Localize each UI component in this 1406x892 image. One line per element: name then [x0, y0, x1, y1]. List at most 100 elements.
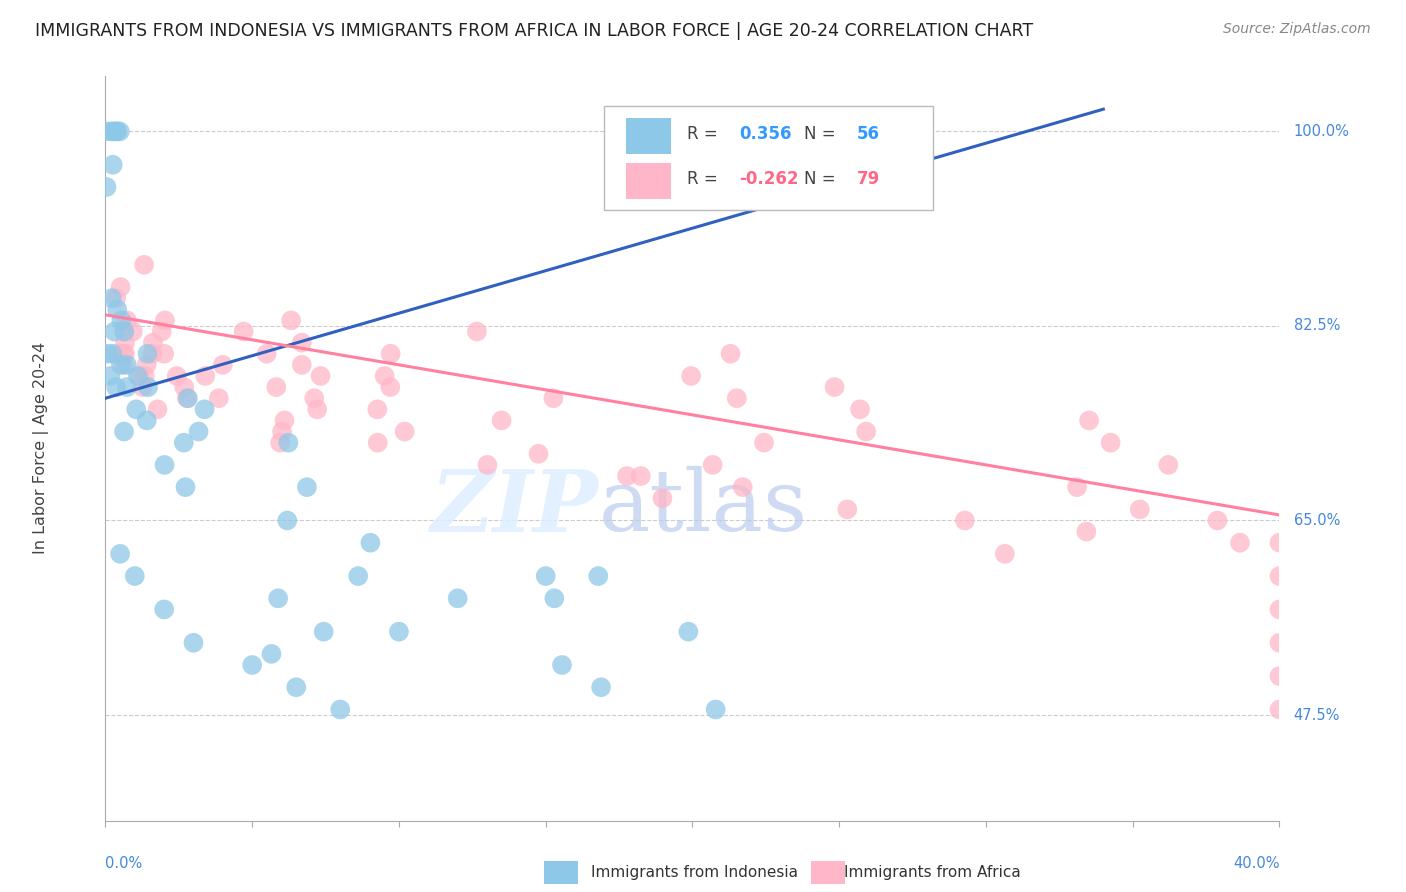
- Point: [1099, 435, 1122, 450]
- Point: [591, 680, 613, 694]
- Text: In Labor Force | Age 20-24: In Labor Force | Age 20-24: [32, 343, 49, 554]
- Text: 56: 56: [856, 126, 880, 144]
- Point: [374, 368, 396, 383]
- Point: [114, 347, 136, 361]
- Point: [208, 391, 231, 405]
- Text: R =: R =: [686, 126, 717, 144]
- Point: [543, 591, 565, 606]
- Text: IMMIGRANTS FROM INDONESIA VS IMMIGRANTS FROM AFRICA IN LABOR FORCE | AGE 20-24 C: IMMIGRANTS FROM INDONESIA VS IMMIGRANTS …: [35, 22, 1033, 40]
- Point: [173, 380, 195, 394]
- Point: [194, 368, 217, 383]
- Point: [276, 514, 298, 528]
- Point: [112, 325, 135, 339]
- Point: [1066, 480, 1088, 494]
- FancyBboxPatch shape: [626, 162, 671, 199]
- Point: [100, 368, 122, 383]
- Point: [1157, 458, 1180, 472]
- Point: [651, 491, 673, 506]
- Point: [285, 680, 308, 694]
- Point: [134, 368, 156, 383]
- Point: [101, 158, 124, 172]
- Point: [681, 368, 703, 383]
- Point: [491, 413, 513, 427]
- Point: [1076, 524, 1098, 539]
- Point: [1268, 669, 1291, 683]
- FancyBboxPatch shape: [605, 105, 934, 210]
- Point: [678, 624, 700, 639]
- Point: [141, 347, 163, 361]
- Point: [752, 435, 775, 450]
- Point: [114, 335, 136, 350]
- Point: [177, 391, 200, 405]
- Point: [267, 591, 290, 606]
- Text: 79: 79: [856, 170, 880, 188]
- Point: [616, 469, 638, 483]
- Point: [1268, 569, 1291, 583]
- Point: [112, 347, 135, 361]
- Point: [105, 291, 128, 305]
- Point: [849, 402, 872, 417]
- Point: [240, 658, 263, 673]
- Point: [307, 402, 329, 417]
- Text: 0.356: 0.356: [740, 126, 792, 144]
- Point: [273, 413, 295, 427]
- Text: N =: N =: [804, 126, 835, 144]
- Point: [122, 325, 145, 339]
- Point: [134, 258, 156, 272]
- Point: [105, 124, 128, 138]
- Point: [142, 335, 165, 350]
- Point: [115, 358, 138, 372]
- Point: [366, 402, 388, 417]
- Point: [105, 380, 128, 394]
- Text: 0.0%: 0.0%: [105, 856, 142, 871]
- Point: [153, 602, 176, 616]
- Point: [388, 624, 411, 639]
- Point: [543, 391, 565, 405]
- Point: [136, 380, 159, 394]
- Point: [173, 435, 195, 450]
- Text: 47.5%: 47.5%: [1294, 707, 1340, 723]
- Point: [108, 124, 131, 138]
- Point: [704, 702, 727, 716]
- Point: [269, 435, 291, 450]
- Point: [153, 347, 176, 361]
- Point: [380, 380, 402, 394]
- Point: [824, 380, 846, 394]
- Point: [103, 325, 125, 339]
- Point: [1129, 502, 1152, 516]
- Point: [110, 313, 132, 327]
- Point: [277, 435, 299, 450]
- Point: [107, 347, 129, 361]
- Point: [291, 335, 314, 350]
- Text: Source: ZipAtlas.com: Source: ZipAtlas.com: [1223, 22, 1371, 37]
- Point: [1078, 413, 1101, 427]
- Text: 100.0%: 100.0%: [1294, 124, 1350, 139]
- Point: [150, 325, 173, 339]
- Point: [527, 447, 550, 461]
- Point: [1268, 535, 1291, 549]
- Point: [953, 514, 976, 528]
- Text: 40.0%: 40.0%: [1233, 856, 1279, 871]
- Point: [394, 425, 416, 439]
- Point: [534, 569, 557, 583]
- Point: [187, 425, 209, 439]
- Point: [367, 435, 389, 450]
- Point: [110, 358, 132, 372]
- Point: [347, 569, 370, 583]
- Point: [477, 458, 499, 472]
- Point: [994, 547, 1017, 561]
- Point: [630, 469, 652, 483]
- Point: [127, 368, 149, 383]
- Text: 82.5%: 82.5%: [1294, 318, 1340, 334]
- Point: [96, 347, 118, 361]
- Point: [100, 291, 122, 305]
- Point: [153, 458, 176, 472]
- Point: [110, 280, 132, 294]
- Point: [1229, 535, 1251, 549]
- Point: [1268, 602, 1291, 616]
- Point: [551, 658, 574, 673]
- Point: [465, 325, 488, 339]
- Point: [105, 302, 128, 317]
- Point: [136, 347, 159, 361]
- FancyBboxPatch shape: [626, 118, 671, 154]
